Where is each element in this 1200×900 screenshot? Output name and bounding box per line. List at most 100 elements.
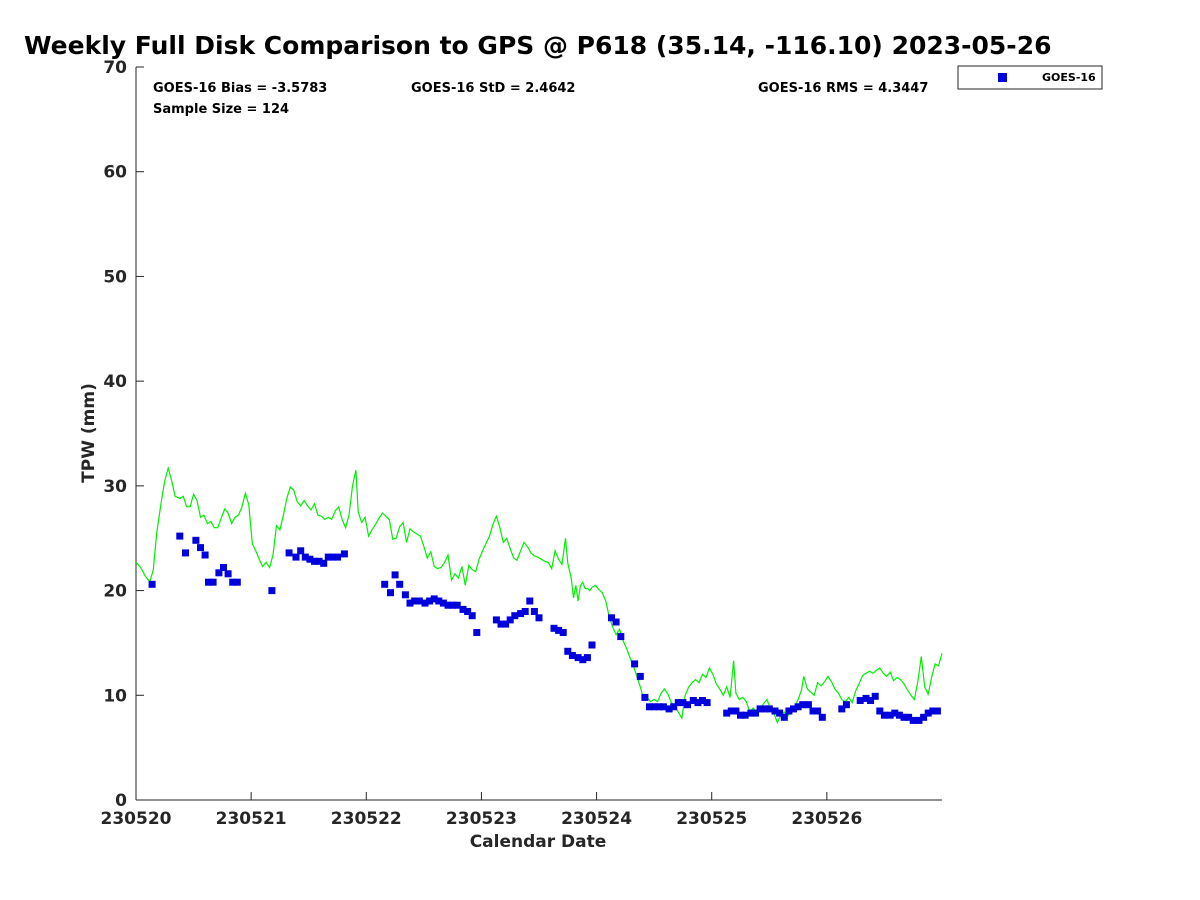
y-tick-label: 60 (103, 163, 127, 183)
plot-axes (135, 67, 942, 801)
goes16-point (220, 564, 227, 571)
goes16-point (674, 699, 682, 707)
series-layer (135, 465, 943, 725)
x-tick-label: 230522 (331, 809, 402, 829)
goes16-point (306, 555, 314, 563)
goes16-point (689, 697, 697, 704)
goes16-point (617, 633, 625, 641)
goes16-point (285, 549, 293, 557)
y-tick-label: 70 (103, 58, 127, 78)
goes16-point (421, 599, 429, 607)
goes16-point (329, 553, 337, 561)
goes16-point (387, 589, 394, 597)
goes16-point (521, 608, 529, 615)
goes16-point (381, 580, 389, 588)
goes16-point (497, 620, 505, 628)
legend-marker (998, 73, 1007, 82)
goes16-point (838, 705, 846, 713)
goes16-point (415, 597, 423, 605)
goes16-point (340, 550, 348, 558)
goes16-point (224, 570, 232, 578)
rms-stat: GOES-16 RMS = 4.3447 (758, 81, 928, 96)
goes16-point (396, 580, 404, 588)
goes16-point (268, 587, 276, 595)
goes16-point (665, 705, 673, 713)
goes16-point (880, 711, 888, 719)
goes16-point (842, 701, 850, 709)
goes16-point (320, 559, 328, 567)
goes16-point (568, 652, 576, 659)
goes16-point (747, 709, 755, 717)
goes16-point (790, 705, 797, 713)
goes16-point (929, 707, 937, 715)
goes16-point (776, 709, 784, 717)
goes16-point (909, 716, 917, 724)
goes16-point (449, 601, 457, 609)
goes16-point (862, 694, 870, 702)
goes16-point (920, 713, 928, 721)
y-tick-label: 50 (103, 267, 127, 287)
goes16-point (564, 647, 572, 655)
goes16-point (694, 699, 702, 707)
goes16-point (426, 597, 434, 605)
goes16-point (886, 711, 894, 719)
goes16-point (215, 569, 223, 577)
goes16-point (205, 578, 212, 586)
goes16-point (401, 591, 409, 599)
goes16-point (765, 705, 773, 713)
goes16-point (459, 605, 467, 613)
goes16-point (905, 713, 913, 721)
goes16-point (895, 711, 903, 719)
goes16-point (517, 610, 525, 618)
std-stat: GOES-16 StD = 2.4642 (411, 81, 575, 96)
goes16-point (511, 612, 519, 620)
goes16-point (809, 707, 817, 715)
goes16-point (900, 713, 908, 721)
sample-size-stat: Sample Size = 124 (153, 102, 289, 117)
goes16-point (324, 553, 332, 561)
goes16-point (192, 536, 200, 544)
x-tick-label: 230524 (561, 809, 632, 829)
goes16-point (506, 616, 514, 624)
goes16-point (818, 713, 826, 721)
goes16-point (391, 571, 399, 579)
x-tick-label: 230526 (791, 809, 862, 829)
goes16-point (233, 578, 241, 586)
goes16-point (229, 578, 237, 586)
goes16-point (197, 544, 204, 552)
goes16-point (679, 699, 687, 707)
legend-label: GOES-16 (1042, 71, 1096, 84)
goes16-point (583, 654, 591, 662)
y-tick-label: 20 (103, 582, 127, 602)
goes16-point (670, 703, 678, 711)
y-tick-label: 30 (103, 477, 127, 497)
goes16-point (771, 707, 779, 715)
goes16-point (406, 599, 414, 607)
goes16-point (468, 612, 476, 620)
x-tick-label: 230521 (216, 809, 287, 829)
goes16-point (315, 557, 323, 565)
goes16-point (650, 703, 658, 711)
legend-box (957, 65, 1103, 90)
gps-line-series (135, 465, 943, 725)
goes16-point (752, 709, 759, 717)
goes16-point (435, 597, 443, 605)
goes16-point (444, 601, 452, 609)
x-tick-label: 230525 (676, 809, 747, 829)
goes16-point (550, 624, 558, 632)
goes16-point (297, 547, 305, 555)
goes16-point (756, 705, 764, 713)
goes16-point (780, 713, 788, 721)
goes16-point (933, 707, 941, 715)
goes16-point (559, 629, 567, 636)
goes16-point (182, 549, 189, 557)
goes16-point (535, 614, 543, 622)
goes16-point (453, 601, 461, 609)
goes16-point (856, 697, 864, 704)
goes16-point (703, 699, 711, 707)
goes16-point (871, 692, 879, 700)
goes16-point (176, 532, 184, 540)
goes16-point (867, 697, 875, 704)
goes16-point (311, 557, 318, 565)
